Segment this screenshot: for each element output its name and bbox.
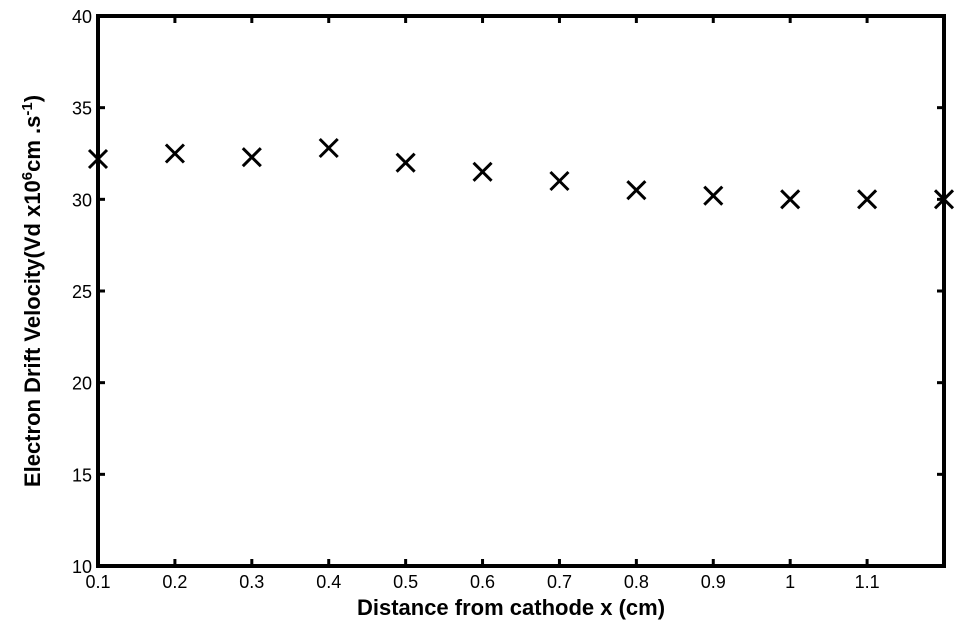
y-axis-label-mid: cm .s [20,116,45,172]
y-tick-label: 25 [72,282,92,302]
y-axis-label-exp1: 6 [19,172,36,180]
y-tick-label: 40 [72,7,92,27]
y-axis-label: Electron Drift Velocity(Vd x106cm .s-1) [19,95,45,487]
data-point [549,170,570,192]
ticks-group [96,14,946,568]
axes-frame [96,14,946,568]
x-tick-label: 0.2 [162,572,187,592]
y-tick-label: 10 [72,557,92,577]
x-tick-label: 0.4 [316,572,341,592]
y-axis-label-end: ) [20,95,45,102]
data-marks [87,137,955,210]
x-axis-label: Distance from cathode x (cm) [357,595,665,620]
data-point [395,152,416,173]
y-axis-label-exp2: -1 [19,102,36,115]
data-point [87,148,109,170]
data-point [626,180,647,201]
x-tick-label: 0.5 [393,572,418,592]
x-tick-label: 0.9 [701,572,726,592]
y-axis-label-main: Electron Drift Velocity(Vd x10 [20,180,45,487]
y-tick-label: 20 [72,374,92,394]
x-tick-label: 1 [785,572,795,592]
data-point [857,189,878,210]
x-tick-label: 0.7 [547,572,572,592]
data-point [164,143,185,164]
data-point [241,147,262,168]
y-tick-label: 35 [72,99,92,119]
data-point [933,189,955,210]
tick-labels-group: 0.1 0.2 0.3 0.4 0.5 0.6 0.7 0.8 0.9 1 1.1 10 15 20 25 3… [72,7,880,592]
y-tick-label: 30 [72,190,92,210]
data-point [472,161,493,182]
x-tick-label: 1.1 [855,572,880,592]
data-point [318,137,339,159]
x-tick-label: 0.3 [239,572,264,592]
x-tick-label: 0.8 [624,572,649,592]
data-point [703,185,724,206]
x-tick-label: 0.6 [470,572,495,592]
y-tick-label: 15 [72,465,92,485]
x-tick-label: 0.1 [85,572,110,592]
data-point [780,189,801,210]
